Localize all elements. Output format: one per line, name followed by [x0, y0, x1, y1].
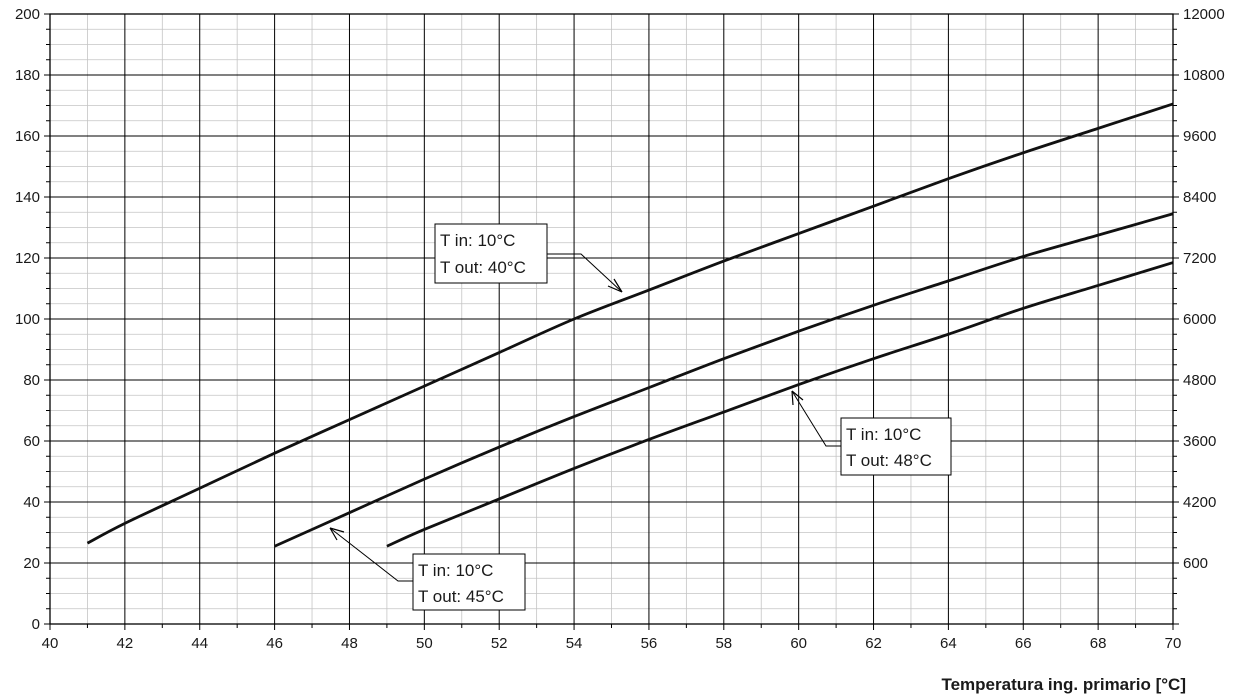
y-tick-label: 140: [15, 189, 40, 206]
y2-tick-label: 6000: [1183, 311, 1216, 328]
y2-tick-label: 4200: [1183, 494, 1216, 511]
annotation-leader-45: [329, 527, 413, 582]
x-tick-label: 56: [641, 635, 658, 652]
x-tick-label: 66: [1015, 635, 1032, 652]
y2-tick-label: 600: [1183, 555, 1208, 572]
x-tick-label: 54: [566, 635, 583, 652]
annotation-box-40: [434, 223, 548, 284]
labels-layer: 40 42 44 46 48 50 52 54 56 58 60 62 64 66 68 70 0 20 40 60 8…: [15, 6, 1225, 652]
y-tick-label: 100: [15, 311, 40, 328]
y2-tick-label: 12000: [1183, 6, 1225, 23]
x-tick-label: 52: [491, 635, 508, 652]
tick-layer: [44, 13, 1179, 630]
x-tick-label: 48: [341, 635, 358, 652]
annotation-48-line1: T in: 10°C: [846, 425, 921, 444]
y2-tick-label: 4800: [1183, 372, 1216, 389]
y2-tick-label: 10800: [1183, 67, 1225, 84]
annotation-box-45: [412, 553, 526, 611]
series-layer: [86, 102, 1174, 548]
series-line-3: [386, 261, 1174, 548]
annotation-leader-40: [547, 253, 623, 293]
x-tick-label: 70: [1165, 635, 1182, 652]
annotation-box-48: [840, 417, 952, 476]
x-axis-label: Temperatura ing. primario [°C]: [941, 675, 1186, 694]
y2-tick-label: 3600: [1183, 433, 1216, 450]
series-line-2: [274, 212, 1174, 548]
annotation-arrowhead-48: [791, 390, 804, 406]
y-tick-label: 200: [15, 6, 40, 23]
x-tick-label: 60: [790, 635, 807, 652]
x-tick-label: 46: [266, 635, 283, 652]
annotation-40-line1: T in: 10°C: [440, 231, 515, 250]
y-tick-label: 160: [15, 128, 40, 145]
annotation-leader-48: [791, 390, 841, 447]
annotation-arrowhead-45: [329, 527, 345, 541]
x-tick-label: 44: [191, 635, 208, 652]
y-tick-label: 60: [23, 433, 40, 450]
x-tick-label: 58: [715, 635, 732, 652]
x-tick-label: 40: [42, 635, 59, 652]
annotation-t-out-40: T in: 10°C T out: 40°C: [434, 223, 623, 293]
annotation-48-line2: T out: 48°C: [846, 451, 932, 470]
y2-tick-label: 8400: [1183, 189, 1216, 206]
y-tick-label: 40: [23, 494, 40, 511]
annotation-t-out-45: T in: 10°C T out: 45°C: [329, 527, 526, 611]
annotation-t-out-48: T in: 10°C T out: 48°C: [791, 390, 952, 476]
annotation-45-line2: T out: 45°C: [418, 587, 504, 606]
x-tick-label: 42: [117, 635, 134, 652]
y2-tick-label: 7200: [1183, 250, 1216, 267]
y-tick-label: 0: [32, 616, 40, 633]
x-tick-label: 68: [1090, 635, 1107, 652]
x-tick-label: 50: [416, 635, 433, 652]
x-tick-label: 62: [865, 635, 882, 652]
series-line-1: [86, 102, 1174, 545]
annotation-45-line1: T in: 10°C: [418, 561, 493, 580]
annotation-40-line2: T out: 40°C: [440, 258, 526, 277]
y2-tick-label: 9600: [1183, 128, 1216, 145]
y-tick-label: 120: [15, 250, 40, 267]
y-tick-label: 20: [23, 555, 40, 572]
y-tick-label: 180: [15, 67, 40, 84]
x-tick-label: 64: [940, 635, 957, 652]
annotation-arrowhead-40: [607, 278, 623, 293]
major-grid: [50, 14, 1173, 624]
y-tick-label: 80: [23, 372, 40, 389]
